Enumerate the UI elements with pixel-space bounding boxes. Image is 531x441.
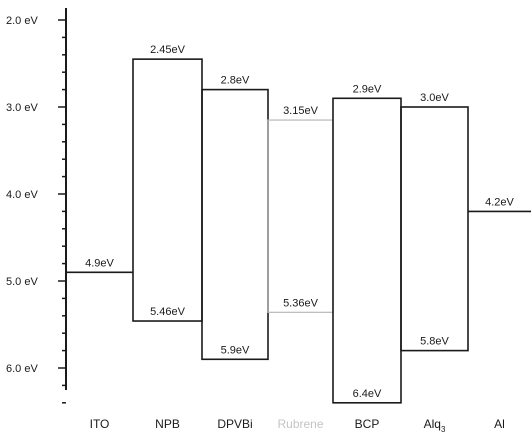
bcp-band-box (332, 97, 402, 404)
dpvbi-band-box (201, 88, 269, 361)
dpvbi-lumo-label: 2.8eV (221, 75, 250, 87)
dpvbi-homo-label: 5.9eV (221, 344, 250, 356)
dpvbi-name: DPVBi (217, 417, 252, 431)
npb-lumo-label: 2.45eV (150, 44, 186, 56)
rubrene-homo-label: 5.36eV (283, 297, 319, 309)
npb-name: NPB (155, 417, 180, 431)
npb-material-label: NPB (155, 417, 180, 431)
alq-material-label: Alq3 (424, 417, 446, 434)
al-level-label: 4.2eV (485, 196, 514, 208)
npb-homo-label: 5.46eV (150, 306, 186, 318)
bcp-name: BCP (355, 417, 380, 431)
npb-band-box (132, 58, 203, 322)
dpvbi-material-label: DPVBi (217, 417, 252, 431)
rubrene-lumo-label: 3.15eV (283, 105, 319, 117)
tick-label: 4.0 eV (6, 189, 38, 201)
al-name: Al (494, 417, 505, 431)
al-material-label: Al (494, 417, 505, 431)
ito-name: ITO (90, 417, 110, 431)
bcp-homo-label: 6.4eV (353, 388, 382, 400)
rubrene-material-label: Rubrene (277, 417, 323, 431)
rubrene-name: Rubrene (277, 417, 323, 431)
ito-level-label: 4.9eV (85, 257, 114, 269)
tick-label: 3.0 eV (6, 102, 38, 114)
ito-material-label: ITO (90, 417, 110, 431)
tick-label: 5.0 eV (6, 276, 38, 288)
alq-band-box (400, 106, 469, 352)
energy-axis: 2.0 eV 3.0 eV 4.0 eV 5.0 eV 6.0 eV (6, 8, 67, 404)
alq-name: Alq (424, 417, 441, 431)
alq-lumo-label: 3.0eV (420, 92, 449, 104)
rubrene-band-box (267, 119, 334, 313)
energy-levels: 4.9eV 2.45eV 5.46eV 2.8eV 5.9eV 3.15eV 5.36eV 2… (66, 44, 531, 404)
alq-homo-label: 5.8eV (420, 336, 449, 348)
tick-label: 6.0 eV (6, 363, 38, 375)
bcp-lumo-label: 2.9eV (353, 83, 382, 95)
alq-subscript: 3 (441, 425, 446, 434)
material-labels: ITO NPB DPVBi Rubrene BCP Alq3 Al (90, 417, 505, 434)
tick-label: 2.0 eV (6, 15, 38, 27)
bcp-material-label: BCP (355, 417, 380, 431)
